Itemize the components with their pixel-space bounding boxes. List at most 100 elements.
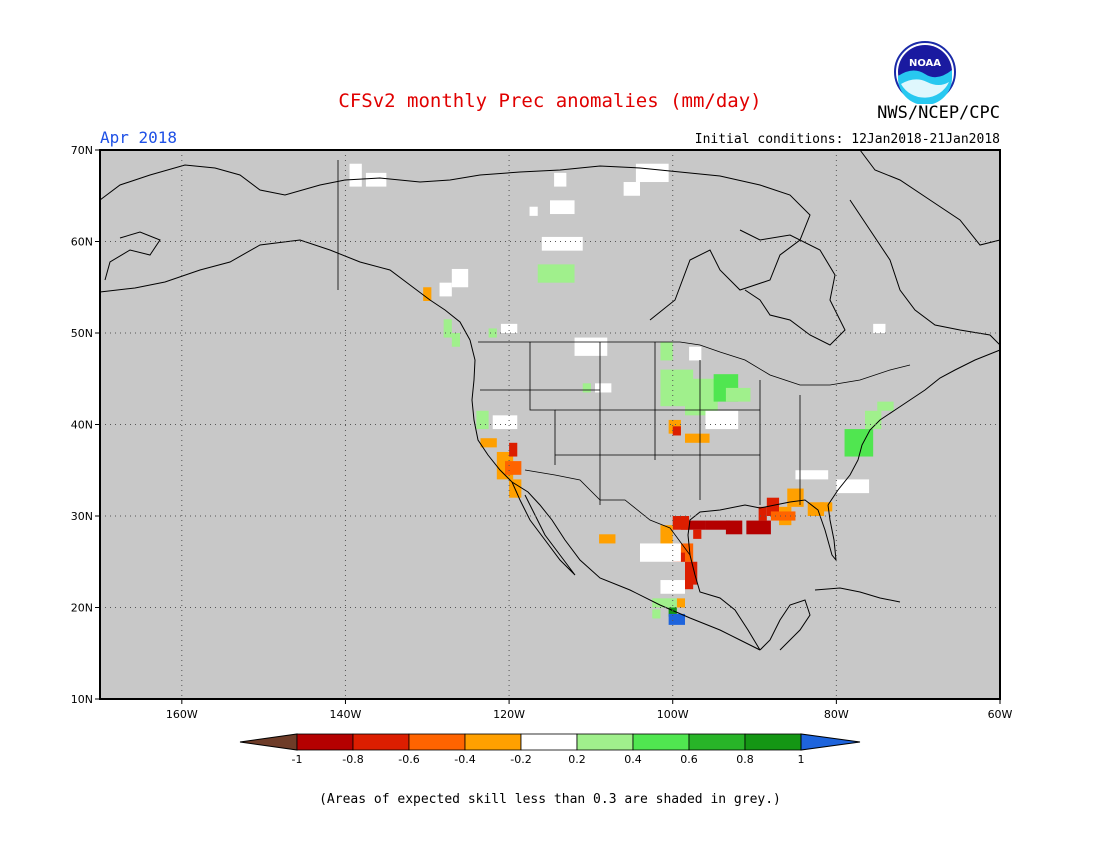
anomaly-cell [537,264,575,283]
colorbar-label: -0.4 [454,753,475,766]
colorbar-label: 1 [798,753,805,766]
lon-tick-label: 60W [988,708,1013,721]
anomaly-cell [705,410,739,430]
org-label: NWS/NCEP/CPC [877,103,1000,123]
colorbar-segment [296,733,354,751]
anomaly-cell [689,346,702,361]
colorbar-segment [576,733,634,751]
colorbar: -1 -0.8 -0.6 -0.4 -0.2 0.2 0.4 0.6 0.8 1 [239,733,861,766]
colorbar-label: -0.6 [398,753,419,766]
colorbar-label: -0.8 [342,753,363,766]
anomaly-cell [672,516,690,530]
anomaly-cell [505,461,522,475]
anomaly-cell [509,442,518,457]
colorbar-label: 0.4 [624,753,642,766]
anomaly-cell [693,529,702,539]
anomaly-cell [844,429,874,457]
us-east-coast [827,349,1001,506]
arctic-coast [99,164,811,321]
hudson-bay [739,229,846,346]
cuba [814,587,901,603]
lat-tick-label: 50N [71,327,93,340]
lat-tick-label: 40N [71,419,93,432]
noaa-logo-text: NOAA [909,58,941,69]
forecast-month: Apr 2018 [100,128,178,147]
anomaly-cell [652,598,677,608]
alaska-coast [99,239,471,341]
anomaly-cell [451,333,460,347]
anomaly-cell [680,520,706,530]
anomaly-cell [529,206,538,216]
anomaly-cell [758,506,767,521]
lat-tick-label: 60N [71,236,93,249]
lat-tick-label: 20N [71,602,93,615]
anomaly-cell [476,410,489,430]
anomaly-cell [664,387,673,402]
colorbar-label: 0.2 [568,753,586,766]
skill-footnote: (Areas of expected skill less than 0.3 a… [319,792,781,807]
colorbar-segment [744,733,802,751]
anomaly-cell [365,172,387,187]
anomaly-cell [685,570,694,590]
colorbar-segment [688,733,746,751]
noaa-logo-icon: NOAA [894,41,956,104]
colorbar-arrow-high [800,733,861,751]
anomaly-cell [795,470,829,480]
anomaly-cell [443,319,452,338]
anomaly-cell [550,200,575,215]
anomaly-cell [635,163,669,183]
anomaly-cell [705,520,730,530]
colorbar-segment [632,733,690,751]
lat-tick-label: 30N [71,510,93,523]
colorbar-segment [408,733,466,751]
anomaly-cell [488,328,497,338]
anomaly-cell [595,383,612,393]
lon-tick-label: 80W [824,708,849,721]
state-borders [337,160,911,556]
colorbar-arrow-low [239,733,298,751]
colorbar-label: -1 [292,753,303,766]
anomaly-cell [770,511,796,521]
lat-tick-labels: 70N 60N 50N 40N 30N 20N 10N [71,144,100,706]
anomaly-cell [640,543,681,562]
anomaly-cell [500,323,518,333]
coastlines [99,149,1001,651]
initial-conditions: Initial conditions: 12Jan2018-21Jan2018 [694,132,1000,147]
anomaly-cell [672,426,681,436]
baja-peninsula [511,481,576,576]
us-canada-border [478,341,911,386]
colorbar-segment [464,733,522,751]
anomaly-cell [820,502,833,512]
anomaly-cell [451,268,469,288]
lat-tick-label: 70N [71,144,93,157]
anomaly-cell [492,415,518,430]
anomaly-cell [541,236,583,251]
colorbar-label: 0.8 [736,753,754,766]
lon-tick-labels: 160W 140W 120W 100W 80W 60W [166,699,1013,721]
anomaly-cell [574,337,608,356]
colorbar-segment [520,733,578,751]
lon-tick-label: 160W [166,708,198,721]
lon-tick-label: 120W [493,708,525,721]
anomaly-cell [349,163,362,187]
anomaly-cell [676,598,685,608]
anomaly-cell [660,342,673,361]
anomaly-cell [668,607,677,617]
gulf-coast [687,499,837,651]
anomaly-cell [668,613,685,625]
colorbar-label: 0.6 [680,753,698,766]
anomaly-cell [865,410,882,430]
anomaly-cell [685,433,710,443]
alaska-west [104,231,161,281]
anomaly-cell [877,401,894,411]
anomaly-cell [480,438,497,448]
lon-tick-label: 140W [330,708,362,721]
lat-tick-label: 10N [71,693,93,706]
state-line-1 [529,342,556,465]
chart-title: CFSv2 monthly Prec anomalies (mm/day) [338,90,762,112]
anomaly-cell [685,378,718,416]
anomaly-cell [582,383,591,393]
anomaly-cell [725,387,751,402]
anomaly-cell [439,282,452,297]
